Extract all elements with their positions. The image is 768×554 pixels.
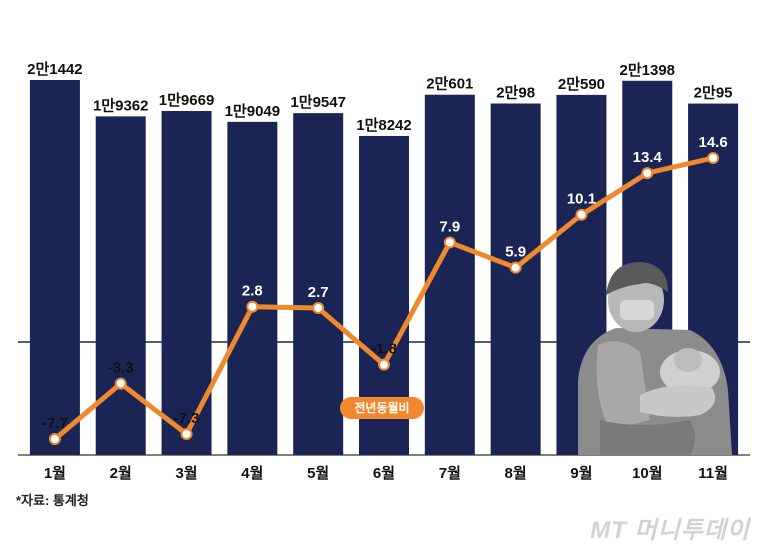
x-ticks-layer: 1월 2월 3월 4월 5월 6월 7월 8월 9월 10월 11월 [44, 465, 728, 482]
line-point-9 [575, 208, 588, 221]
bar-label-11: 2만95 [694, 85, 733, 102]
legend-badge: 전년동월비 [340, 397, 424, 419]
line-label-11: 14.6 [698, 134, 727, 151]
line-label-10: 13.4 [633, 149, 663, 166]
bar-label-8: 2만98 [496, 85, 535, 102]
line-label-1: -7.7 [42, 415, 68, 432]
x-tick-4: 4월 [241, 465, 263, 482]
x-tick-6: 6월 [373, 465, 395, 482]
x-tick-8: 8월 [505, 465, 527, 482]
line-label-8: 5.9 [505, 244, 526, 261]
line-label-9: 10.1 [567, 191, 596, 208]
line-labels-layer: -7.7 -3.3 -7.3 2.8 2.7 -1.8 7.9 5.9 10.1 13.4 14.6 [42, 134, 728, 432]
line-point-10 [641, 167, 654, 180]
watermark-logo: MT 머니투데이 [590, 517, 750, 544]
line-label-2: -3.3 [108, 360, 134, 377]
bar-label-7: 2만601 [426, 76, 473, 93]
bar-label-1: 2만1442 [27, 61, 83, 78]
line-points-layer [48, 152, 720, 446]
bar-label-5: 1만9547 [290, 94, 346, 111]
line-point-3 [180, 428, 193, 440]
bar-8 [490, 103, 541, 455]
legend-label: 전년동월비 [354, 400, 409, 415]
line-label-4: 2.8 [242, 283, 263, 300]
source-note: *자료: 통계청 [16, 493, 89, 508]
x-tick-1: 1월 [44, 465, 66, 482]
bar-label-2: 1만9362 [93, 97, 149, 114]
bar-2 [95, 116, 146, 456]
bar-label-6: 1만8242 [356, 117, 412, 134]
x-tick-9: 9월 [570, 465, 592, 482]
bar-label-9: 2만590 [558, 76, 605, 93]
line-point-7 [443, 236, 456, 249]
line-point-2 [114, 377, 127, 390]
line-point-6 [378, 358, 390, 371]
line-label-7: 7.9 [439, 218, 460, 235]
line-point-1 [48, 433, 61, 446]
x-tick-7: 7월 [439, 465, 461, 482]
line-point-11 [707, 152, 720, 164]
nurse-baby-illustration [578, 262, 732, 455]
line-point-5 [312, 301, 325, 314]
x-tick-5: 5월 [307, 465, 329, 482]
line-label-6: -1.8 [371, 341, 397, 358]
bar-label-10: 2만1398 [620, 62, 676, 79]
line-point-8 [509, 261, 522, 274]
x-tick-3: 3월 [175, 465, 197, 482]
x-tick-2: 2월 [110, 465, 132, 482]
line-label-5: 2.7 [308, 284, 329, 301]
bar-5 [293, 113, 344, 456]
line-point-4 [246, 300, 259, 313]
bar-label-4: 1만9049 [225, 103, 281, 120]
x-tick-10: 10월 [632, 465, 663, 482]
bar-labels-layer: 2만1442 1만9362 1만9669 1만9049 1만9547 1만8242 2만60… [27, 61, 732, 134]
bar-1 [29, 80, 80, 455]
line-label-3: -7.3 [174, 410, 200, 427]
bar-4 [227, 121, 278, 456]
bar-label-3: 1만9669 [159, 92, 215, 109]
x-tick-11: 11월 [698, 465, 728, 482]
